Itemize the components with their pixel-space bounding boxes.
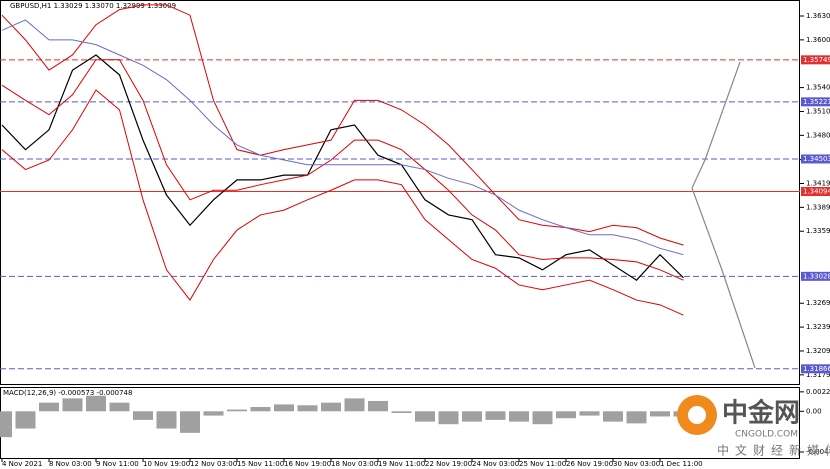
macd-title: MACD(12,26,9) -0.000573 -0.000748 [3,389,132,397]
macd-bar [180,411,200,433]
y-tick-label: -0.004723 [806,448,830,456]
x-tick-label: 10 Nov 19:00 [143,460,190,468]
x-tick-label: 9 Nov 11:00 [96,460,139,468]
x-tick-label: 18 Nov 03:00 [331,460,378,468]
macd-bar [415,411,435,422]
macd-bar [133,411,153,420]
macd-bar [203,411,224,416]
macd-bar [0,411,12,438]
level-label: 1.35221 [803,98,830,106]
forecast-arrows [691,61,756,369]
x-tick-label: 1 Dec 11:00 [660,460,703,468]
logo-inner [688,406,706,424]
macd-bar [15,411,36,429]
x-tick-label: 4 Nov 2021 [2,460,42,468]
x-tick-label: 12 Nov 03:00 [190,460,237,468]
level-label: 1.31866 [803,365,830,373]
macd-bar [344,398,365,412]
y-tick-label: 1.33595 [806,227,830,235]
x-tick-label: 22 Nov 19:00 [425,460,472,468]
arrow-down [691,187,756,369]
y-tick-label: 1.35400 [806,84,830,92]
series-line [1,89,684,316]
level-label: 1.34094 [803,188,830,196]
y-tick-label: 1.32090 [806,347,830,355]
x-tick-label: 16 Nov 19:00 [284,460,331,468]
level-label: 1.35749 [803,56,830,64]
level-label-box [801,271,830,281]
macd-bar [109,402,130,412]
y-tick-label: 1.32690 [806,299,830,307]
macd-bar [579,411,600,416]
y-tick-label: 1.31790 [806,371,830,379]
level-label-box [801,154,830,164]
x-tick-label: 24 Nov 03:00 [472,460,519,468]
macd-bar [86,395,106,412]
macd-bar [462,411,482,422]
macd-bar [39,402,59,412]
watermark-brand: 中金网 [722,398,800,429]
x-tick-label: 25 Nov 11:00 [519,460,566,468]
macd-bar [556,411,576,419]
macd-bar [391,411,412,414]
macd-bar [603,411,623,422]
level-label: 1.33028 [803,272,830,280]
macd-bar [227,409,247,412]
x-tick-label: 19 Nov 11:00 [378,460,425,468]
y-tick-label: 1.34800 [806,131,830,139]
arrow-up [691,61,741,189]
series-line [1,19,684,256]
macd-bar [274,404,294,412]
macd-bar [297,405,318,412]
series-line [1,59,684,281]
watermark-site: CNGOLD.COM [735,430,798,440]
x-tick-label: 26 Nov 19:00 [566,460,613,468]
macd-bar [650,411,670,417]
watermark-slogan: 中文财经新媒体 [717,443,830,458]
macd-bar [321,402,341,412]
macd-bar [485,411,506,420]
macd-bar [368,400,388,412]
x-tick-label: 8 Nov 03:00 [49,460,92,468]
y-tick-label: 1.32390 [806,323,830,331]
macd-bar [156,411,177,429]
y-tick-label: 1.36000 [806,36,830,44]
macd-bar [62,398,83,412]
x-tick-label: 30 Nov 03:00 [613,460,660,468]
y-tick-label: 0.002258 [806,388,830,396]
level-label: 1.34503 [803,155,830,163]
series-line [1,54,684,281]
macd-bar [626,411,647,424]
x-tick-label: 15 Nov 11:00 [237,460,284,468]
series-line [1,4,684,246]
level-label-box [801,55,830,65]
y-tick-label: 1.36300 [806,12,830,20]
level-label-box [801,187,830,197]
y-tick-label: 0.00 [806,407,822,415]
main-frame [0,0,800,385]
y-tick-label: 1.34195 [806,179,830,187]
y-tick-label: 1.35100 [806,107,830,115]
level-label-box [801,97,830,107]
level-label-box [801,364,830,374]
y-tick-label: 1.33895 [806,203,830,211]
macd-bar [509,411,529,422]
macd-bar [438,411,459,425]
macd-bar [250,406,271,412]
chart-title: GBPUSD,H1 1.33029 1.33070 1.32999 1.3300… [10,2,176,10]
macd-bar [532,411,553,425]
